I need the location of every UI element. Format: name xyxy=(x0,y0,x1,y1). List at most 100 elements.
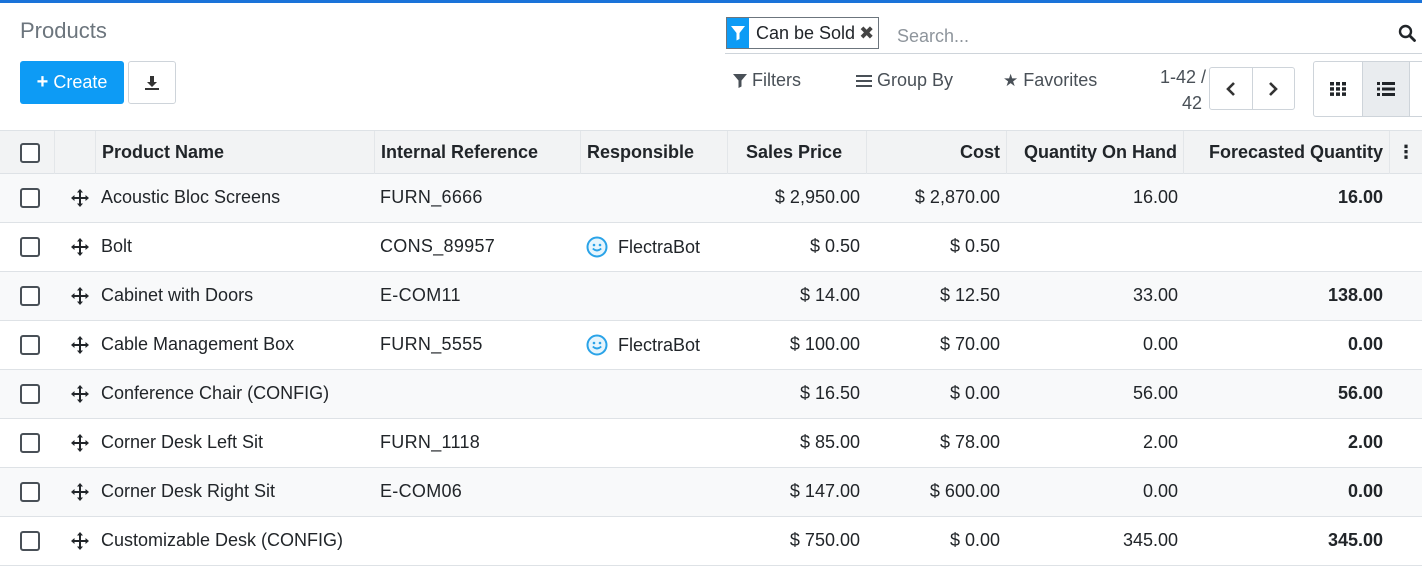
row-checkbox[interactable] xyxy=(20,384,40,404)
table-row[interactable]: Conference Chair (CONFIG) $ 16.50 $ 0.00 56… xyxy=(0,370,1422,419)
product-name-cell[interactable]: Customizable Desk (CONFIG) xyxy=(101,530,344,550)
move-handle-icon[interactable] xyxy=(70,188,90,208)
sales-price-cell[interactable]: $ 100.00 xyxy=(789,334,860,354)
forecasted-quantity-cell[interactable] xyxy=(1184,223,1383,271)
quantity-on-hand-cell[interactable]: 56.00 xyxy=(1132,383,1178,403)
forecasted-quantity-cell[interactable]: 138.00 xyxy=(1327,285,1383,305)
sales-price-cell[interactable]: $ 14.00 xyxy=(799,285,860,305)
product-name-cell[interactable]: Acoustic Bloc Screens xyxy=(101,187,281,207)
internal-reference-cell[interactable]: E-COM11 xyxy=(380,285,461,305)
sales-price-cell[interactable]: $ 85.00 xyxy=(799,432,860,452)
row-checkbox[interactable] xyxy=(20,531,40,551)
internal-reference-cell[interactable]: FURN_6666 xyxy=(380,187,483,207)
internal-reference-cell[interactable]: FURN_1118 xyxy=(380,432,481,452)
table-row[interactable]: Cable Management Box FURN_5555 FlectraBot $… xyxy=(0,321,1422,370)
quantity-on-hand-cell[interactable]: 2.00 xyxy=(1142,432,1178,452)
column-header-responsible[interactable]: Responsible xyxy=(581,131,728,174)
cost-cell[interactable]: $ 0.50 xyxy=(949,236,1000,256)
list-view-button[interactable] xyxy=(1362,62,1410,116)
quantity-on-hand-cell[interactable] xyxy=(1007,223,1178,271)
filters-dropdown[interactable]: Filters xyxy=(733,70,801,91)
search-icon[interactable] xyxy=(1398,24,1416,42)
product-name-cell[interactable]: Corner Desk Right Sit xyxy=(101,481,276,501)
row-checkbox[interactable] xyxy=(20,237,40,257)
sales-price-cell[interactable]: $ 0.50 xyxy=(809,236,860,256)
quantity-on-hand-cell[interactable]: 33.00 xyxy=(1132,285,1178,305)
product-name-cell[interactable]: Cable Management Box xyxy=(101,334,295,354)
search-input[interactable] xyxy=(897,22,1377,50)
cost-cell[interactable]: $ 12.50 xyxy=(939,285,1000,305)
forecasted-quantity-cell[interactable]: 345.00 xyxy=(1327,530,1383,550)
quantity-on-hand-cell[interactable]: 0.00 xyxy=(1142,334,1178,354)
row-checkbox[interactable] xyxy=(20,433,40,453)
pager-range: 1-42 / xyxy=(1159,67,1206,87)
pager-value[interactable]: 1-42 / 42 xyxy=(1146,64,1206,116)
column-header-product-name[interactable]: Product Name xyxy=(96,131,375,174)
table-row[interactable]: Customizable Desk (CONFIG) $ 750.00 $ 0.00… xyxy=(0,517,1422,566)
product-name-cell[interactable]: Conference Chair (CONFIG) xyxy=(101,383,330,403)
group-by-dropdown[interactable]: Group By xyxy=(856,70,953,91)
cost-cell[interactable]: $ 600.00 xyxy=(929,481,1000,501)
forecasted-quantity-cell[interactable]: 0.00 xyxy=(1347,481,1383,501)
move-handle-icon[interactable] xyxy=(70,384,90,404)
grid-view-icon xyxy=(1330,82,1346,96)
close-icon[interactable]: ✖ xyxy=(859,22,875,43)
quantity-on-hand-cell[interactable]: 345.00 xyxy=(1122,530,1178,550)
column-header-internal-reference[interactable]: Internal Reference xyxy=(375,131,581,174)
internal-reference-cell[interactable]: FURN_5555 xyxy=(380,334,483,354)
kanban-view-button[interactable] xyxy=(1314,62,1362,116)
table-row[interactable]: Cabinet with Doors E-COM11 $ 14.00 $ 12.50 3… xyxy=(0,272,1422,321)
internal-reference-cell[interactable]: E-COM06 xyxy=(380,481,463,501)
products-table: Product Name Internal Reference Responsi… xyxy=(0,130,1422,566)
column-header-quantity-on-hand[interactable]: Quantity On Hand xyxy=(1007,131,1184,174)
internal-reference-cell[interactable]: CONS_89957 xyxy=(380,236,496,256)
quantity-on-hand-cell[interactable]: 16.00 xyxy=(1132,187,1178,207)
product-name-cell[interactable]: Cabinet with Doors xyxy=(101,285,254,305)
pager-total: 42 xyxy=(1181,93,1202,113)
forecasted-quantity-cell[interactable]: 2.00 xyxy=(1347,432,1383,452)
forecasted-quantity-cell[interactable]: 0.00 xyxy=(1347,334,1383,354)
table-row[interactable]: Corner Desk Left Sit FURN_1118 $ 85.00 $ 78… xyxy=(0,419,1422,468)
quantity-on-hand-cell[interactable]: 0.00 xyxy=(1142,481,1178,501)
product-name-cell[interactable]: Corner Desk Left Sit xyxy=(101,432,264,452)
download-button[interactable] xyxy=(128,61,176,104)
row-checkbox[interactable] xyxy=(20,482,40,502)
row-checkbox[interactable] xyxy=(20,286,40,306)
move-handle-icon[interactable] xyxy=(70,335,90,355)
forecasted-quantity-cell[interactable]: 56.00 xyxy=(1337,383,1383,403)
pager-previous-button[interactable] xyxy=(1210,68,1252,109)
sales-price-cell[interactable]: $ 16.50 xyxy=(799,383,860,403)
responsible-cell[interactable]: FlectraBot xyxy=(586,321,700,369)
row-checkbox[interactable] xyxy=(20,335,40,355)
pager-next-button[interactable] xyxy=(1251,68,1295,109)
sales-price-cell[interactable]: $ 147.00 xyxy=(789,481,860,501)
cost-cell[interactable]: $ 78.00 xyxy=(939,432,1000,452)
move-handle-icon[interactable] xyxy=(70,433,90,453)
move-handle-icon[interactable] xyxy=(70,482,90,502)
view-switcher xyxy=(1313,61,1422,117)
sales-price-cell[interactable]: $ 2,950.00 xyxy=(774,187,860,207)
cost-cell[interactable]: $ 70.00 xyxy=(939,334,1000,354)
cost-cell[interactable]: $ 0.00 xyxy=(949,530,1000,550)
sales-price-cell[interactable]: $ 750.00 xyxy=(789,530,860,550)
move-handle-icon[interactable] xyxy=(70,237,90,257)
favorites-dropdown[interactable]: ★ Favorites xyxy=(1003,70,1097,91)
table-row[interactable]: Acoustic Bloc Screens FURN_6666 $ 2,950.00… xyxy=(0,174,1422,223)
create-button[interactable]: + Create xyxy=(20,61,124,104)
move-handle-icon[interactable] xyxy=(70,531,90,551)
cost-cell[interactable]: $ 0.00 xyxy=(949,383,1000,403)
responsible-cell[interactable]: FlectraBot xyxy=(586,223,700,271)
select-all-checkbox[interactable] xyxy=(20,143,40,163)
product-name-cell[interactable]: Bolt xyxy=(101,236,133,256)
table-row[interactable]: Bolt CONS_89957 FlectraBot $ 0.50 $ 0.50 xyxy=(0,223,1422,272)
column-options-icon[interactable]: ⋮ xyxy=(1397,142,1415,162)
column-header-forecasted-quantity[interactable]: Forecasted Quantity xyxy=(1184,131,1390,174)
column-header-sales-price[interactable]: Sales Price xyxy=(728,131,867,174)
table-row[interactable]: Corner Desk Right Sit E-COM06 $ 147.00 $ 60… xyxy=(0,468,1422,517)
row-checkbox[interactable] xyxy=(20,188,40,208)
search-bar: Can be Sold ✖ xyxy=(725,16,1422,54)
column-header-cost[interactable]: Cost xyxy=(867,131,1007,174)
cost-cell[interactable]: $ 2,870.00 xyxy=(914,187,1000,207)
forecasted-quantity-cell[interactable]: 16.00 xyxy=(1337,187,1383,207)
move-handle-icon[interactable] xyxy=(70,286,90,306)
